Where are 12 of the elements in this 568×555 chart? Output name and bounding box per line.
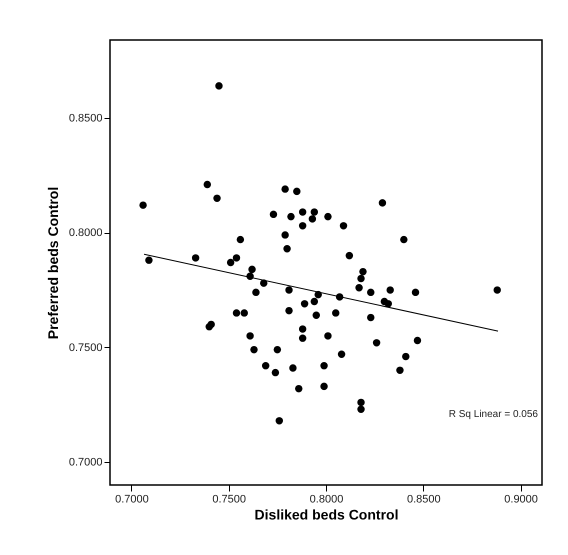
y-tick-label: 0.8500	[68, 112, 102, 124]
x-tick-label: 0.8000	[310, 494, 344, 506]
x-tick-label: 0.7000	[115, 494, 149, 506]
y-tick-label: 0.8000	[68, 227, 102, 240]
y-tick-label: 0.7000	[68, 456, 102, 469]
annotation: R Sq Linear = 0.056	[448, 409, 538, 420]
x-tick-label: 0.7500	[212, 494, 246, 506]
x-tick-label: 0.8500	[406, 494, 441, 506]
y-axis-title: Preferred beds Control	[44, 186, 61, 340]
y-tick-label: 0.7500	[68, 342, 102, 354]
x-axis-title: Disliked beds Control	[254, 506, 398, 522]
x-tick-label: 0.9000	[504, 494, 538, 506]
